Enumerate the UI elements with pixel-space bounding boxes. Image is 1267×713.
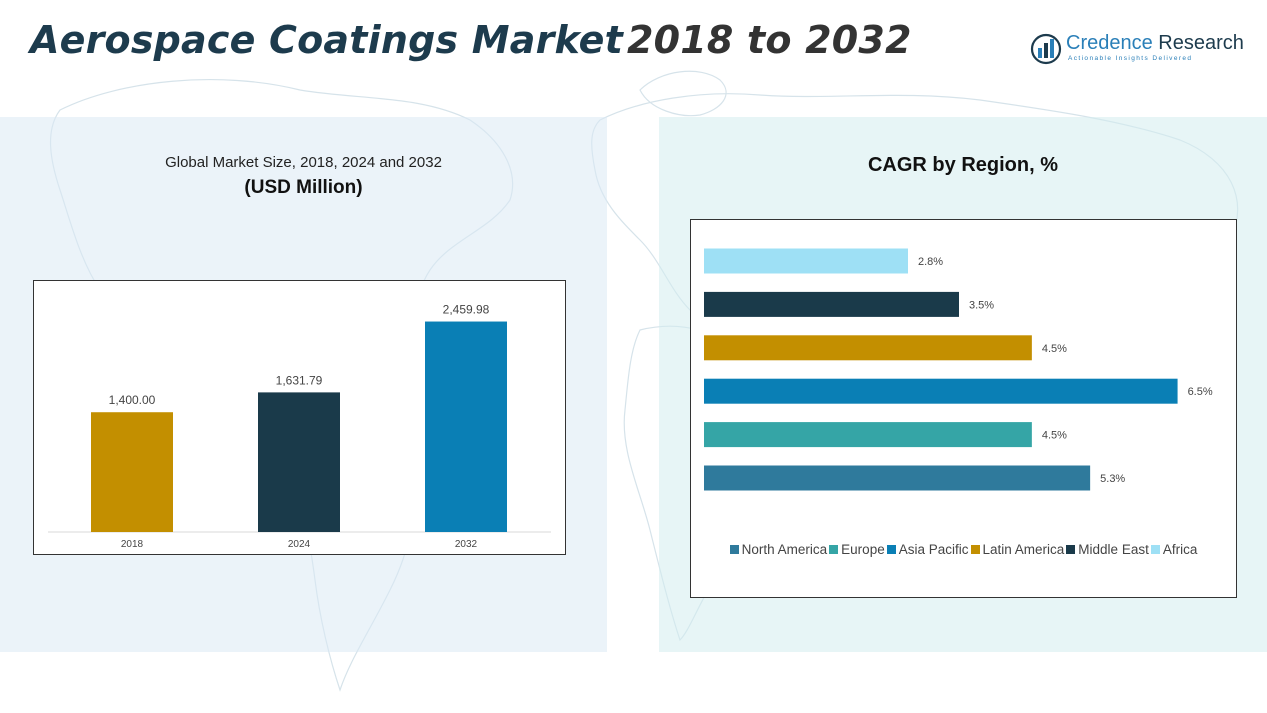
legend-swatch-north-america: [729, 545, 739, 554]
legend-swatch-middle-east: [1066, 545, 1076, 554]
market-size-unit: (USD Million): [244, 177, 363, 198]
tick-label-2032: 2032: [455, 539, 478, 550]
legend-label-middle-east: Middle East: [1078, 542, 1149, 557]
tick-label-2018: 2018: [121, 539, 144, 550]
market-size-chart: 1,400.00 2018 1,631.79 2024 2,459.98 2032: [33, 280, 566, 555]
page-title: Aerospace Coatings Market 2018 to 2032: [30, 18, 912, 62]
cagr-chart: 2.8% 3.5% 4.5% 6.5% 4.5% 5.3% North America Eu…: [690, 219, 1237, 598]
bar-north-america: [704, 465, 1091, 491]
data-label-asia-pacific: 6.5%: [1188, 386, 1213, 398]
data-label-latin-america: 4.5%: [1042, 343, 1067, 355]
data-label-2032: 2,459.98: [443, 303, 490, 317]
market-size-subtitle: Global Market Size, 2018, 2024 and 2032: [165, 154, 442, 171]
legend-item-africa: Africa: [1150, 542, 1198, 557]
bar-middle-east: [704, 291, 959, 317]
cagr-legend: North America Europe Asia Pacific Latin Ame…: [691, 542, 1236, 557]
logo-name-part1: Credence: [1066, 32, 1153, 54]
logo-name-part2: Research: [1158, 32, 1244, 54]
data-label-middle-east: 3.5%: [969, 299, 994, 311]
market-size-chart-svg: 1,400.00 2018 1,631.79 2024 2,459.98 2032: [48, 303, 551, 550]
bar-2018: [91, 412, 173, 532]
cagr-title: CAGR by Region, %: [867, 154, 1058, 176]
cagr-chart-svg: 2.8% 3.5% 4.5% 6.5% 4.5% 5.3%: [704, 248, 1213, 491]
legend-item-middle-east: Middle East: [1066, 542, 1149, 557]
logo-tagline: Actionable Insights Delivered: [1068, 55, 1193, 62]
legend-swatch-europe: [829, 545, 839, 554]
legend-item-north-america: North America: [729, 542, 828, 557]
bar-chart-circle-icon: [1030, 33, 1062, 65]
data-label-2018: 1,400.00: [109, 393, 156, 407]
bar-europe: [704, 422, 1032, 448]
legend-label-africa: Africa: [1162, 542, 1198, 557]
legend-swatch-asia-pacific: [886, 545, 896, 554]
legend-item-europe: Europe: [829, 542, 885, 557]
bar-latin-america: [704, 335, 1032, 361]
legend-swatch-latin-america: [970, 545, 980, 554]
legend-item-latin-america: Latin America: [970, 542, 1065, 557]
legend-swatch-africa: [1150, 545, 1160, 554]
legend-label-north-america: North America: [741, 542, 828, 557]
legend-item-asia-pacific: Asia Pacific: [886, 542, 969, 557]
legend-label-europe: Europe: [841, 542, 885, 557]
logo-name: Credence Research: [1066, 32, 1244, 55]
data-label-europe: 4.5%: [1042, 430, 1067, 442]
title-years: 2018 to 2032: [627, 18, 912, 62]
data-label-africa: 2.8%: [918, 256, 943, 268]
credence-research-logo: Credence Research Actionable Insights De…: [1030, 30, 1245, 70]
tick-label-2024: 2024: [288, 539, 311, 550]
bar-asia-pacific: [704, 378, 1178, 404]
bar-africa: [704, 248, 908, 274]
bar-2032: [425, 321, 507, 532]
title-main: Aerospace Coatings Market: [30, 18, 623, 62]
legend-label-asia-pacific: Asia Pacific: [898, 542, 969, 557]
legend-label-latin-america: Latin America: [982, 542, 1065, 557]
bar-2024: [258, 392, 340, 532]
data-label-north-america: 5.3%: [1100, 473, 1125, 485]
data-label-2024: 1,631.79: [276, 373, 323, 387]
